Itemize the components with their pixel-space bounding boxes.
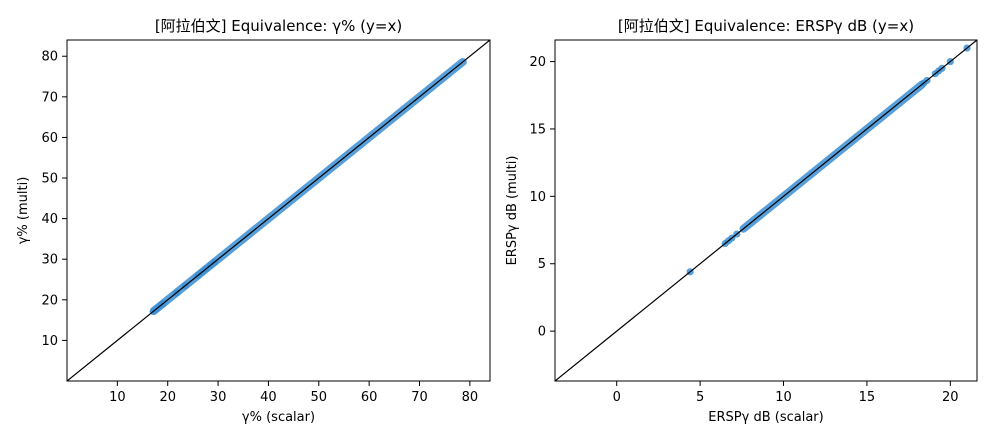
right-axes-frame	[554, 39, 978, 382]
left-y-tick-label: 50	[41, 172, 58, 187]
left-x-tick-label: 60	[361, 390, 378, 405]
left-x-axis-label: γ% (scalar)	[242, 410, 315, 425]
left-y-tick-label: 80	[41, 50, 58, 65]
left-axes-frame	[66, 39, 491, 382]
left-identity-line	[67, 40, 490, 381]
left-x-tick-label: 20	[159, 390, 176, 405]
right-y-tick-label: 10	[529, 190, 546, 205]
right-y-tick-label: 0	[538, 325, 546, 340]
right-y-tick-label: 20	[529, 55, 546, 70]
right-y-tick-label: 5	[538, 257, 546, 272]
left-chart-panel: [阿拉伯文] Equivalence: γ% (y=x) γ% (scalar)…	[16, 17, 491, 425]
left-plot-area	[67, 40, 490, 381]
right-x-tick-label: 20	[942, 390, 959, 405]
left-y-tick-label: 30	[41, 253, 58, 268]
left-y-tick-label: 40	[41, 212, 58, 227]
left-y-tick-label: 60	[41, 131, 58, 146]
right-chart-title: [阿拉伯文] Equivalence: ERSPγ dB (y=x)	[618, 17, 914, 35]
right-x-tick-label: 0	[613, 390, 621, 405]
left-x-tick-label: 80	[462, 390, 479, 405]
right-y-tick-label: 15	[529, 122, 546, 137]
left-x-tick-label: 70	[411, 390, 428, 405]
right-identity-line	[555, 40, 977, 381]
right-chart-panel: [阿拉伯文] Equivalence: ERSPγ dB (y=x) ERSPγ…	[505, 17, 978, 425]
left-x-tick-label: 10	[109, 390, 126, 405]
right-x-tick-label: 10	[775, 390, 792, 405]
left-y-tick-label: 20	[41, 293, 58, 308]
right-y-axis-label: ERSPγ dB (multi)	[505, 156, 520, 266]
left-y-tick-label: 70	[41, 90, 58, 105]
left-y-tick-label: 10	[41, 334, 58, 349]
left-x-tick-label: 30	[210, 390, 227, 405]
left-y-axis-label: γ% (multi)	[16, 177, 31, 245]
right-plot-area	[555, 40, 977, 381]
right-x-tick-label: 5	[696, 390, 704, 405]
left-chart-title: [阿拉伯文] Equivalence: γ% (y=x)	[155, 17, 402, 35]
left-x-tick-label: 50	[311, 390, 328, 405]
right-x-tick-label: 15	[859, 390, 876, 405]
left-x-tick-label: 40	[260, 390, 277, 405]
right-x-axis-label: ERSPγ dB (scalar)	[708, 410, 823, 425]
